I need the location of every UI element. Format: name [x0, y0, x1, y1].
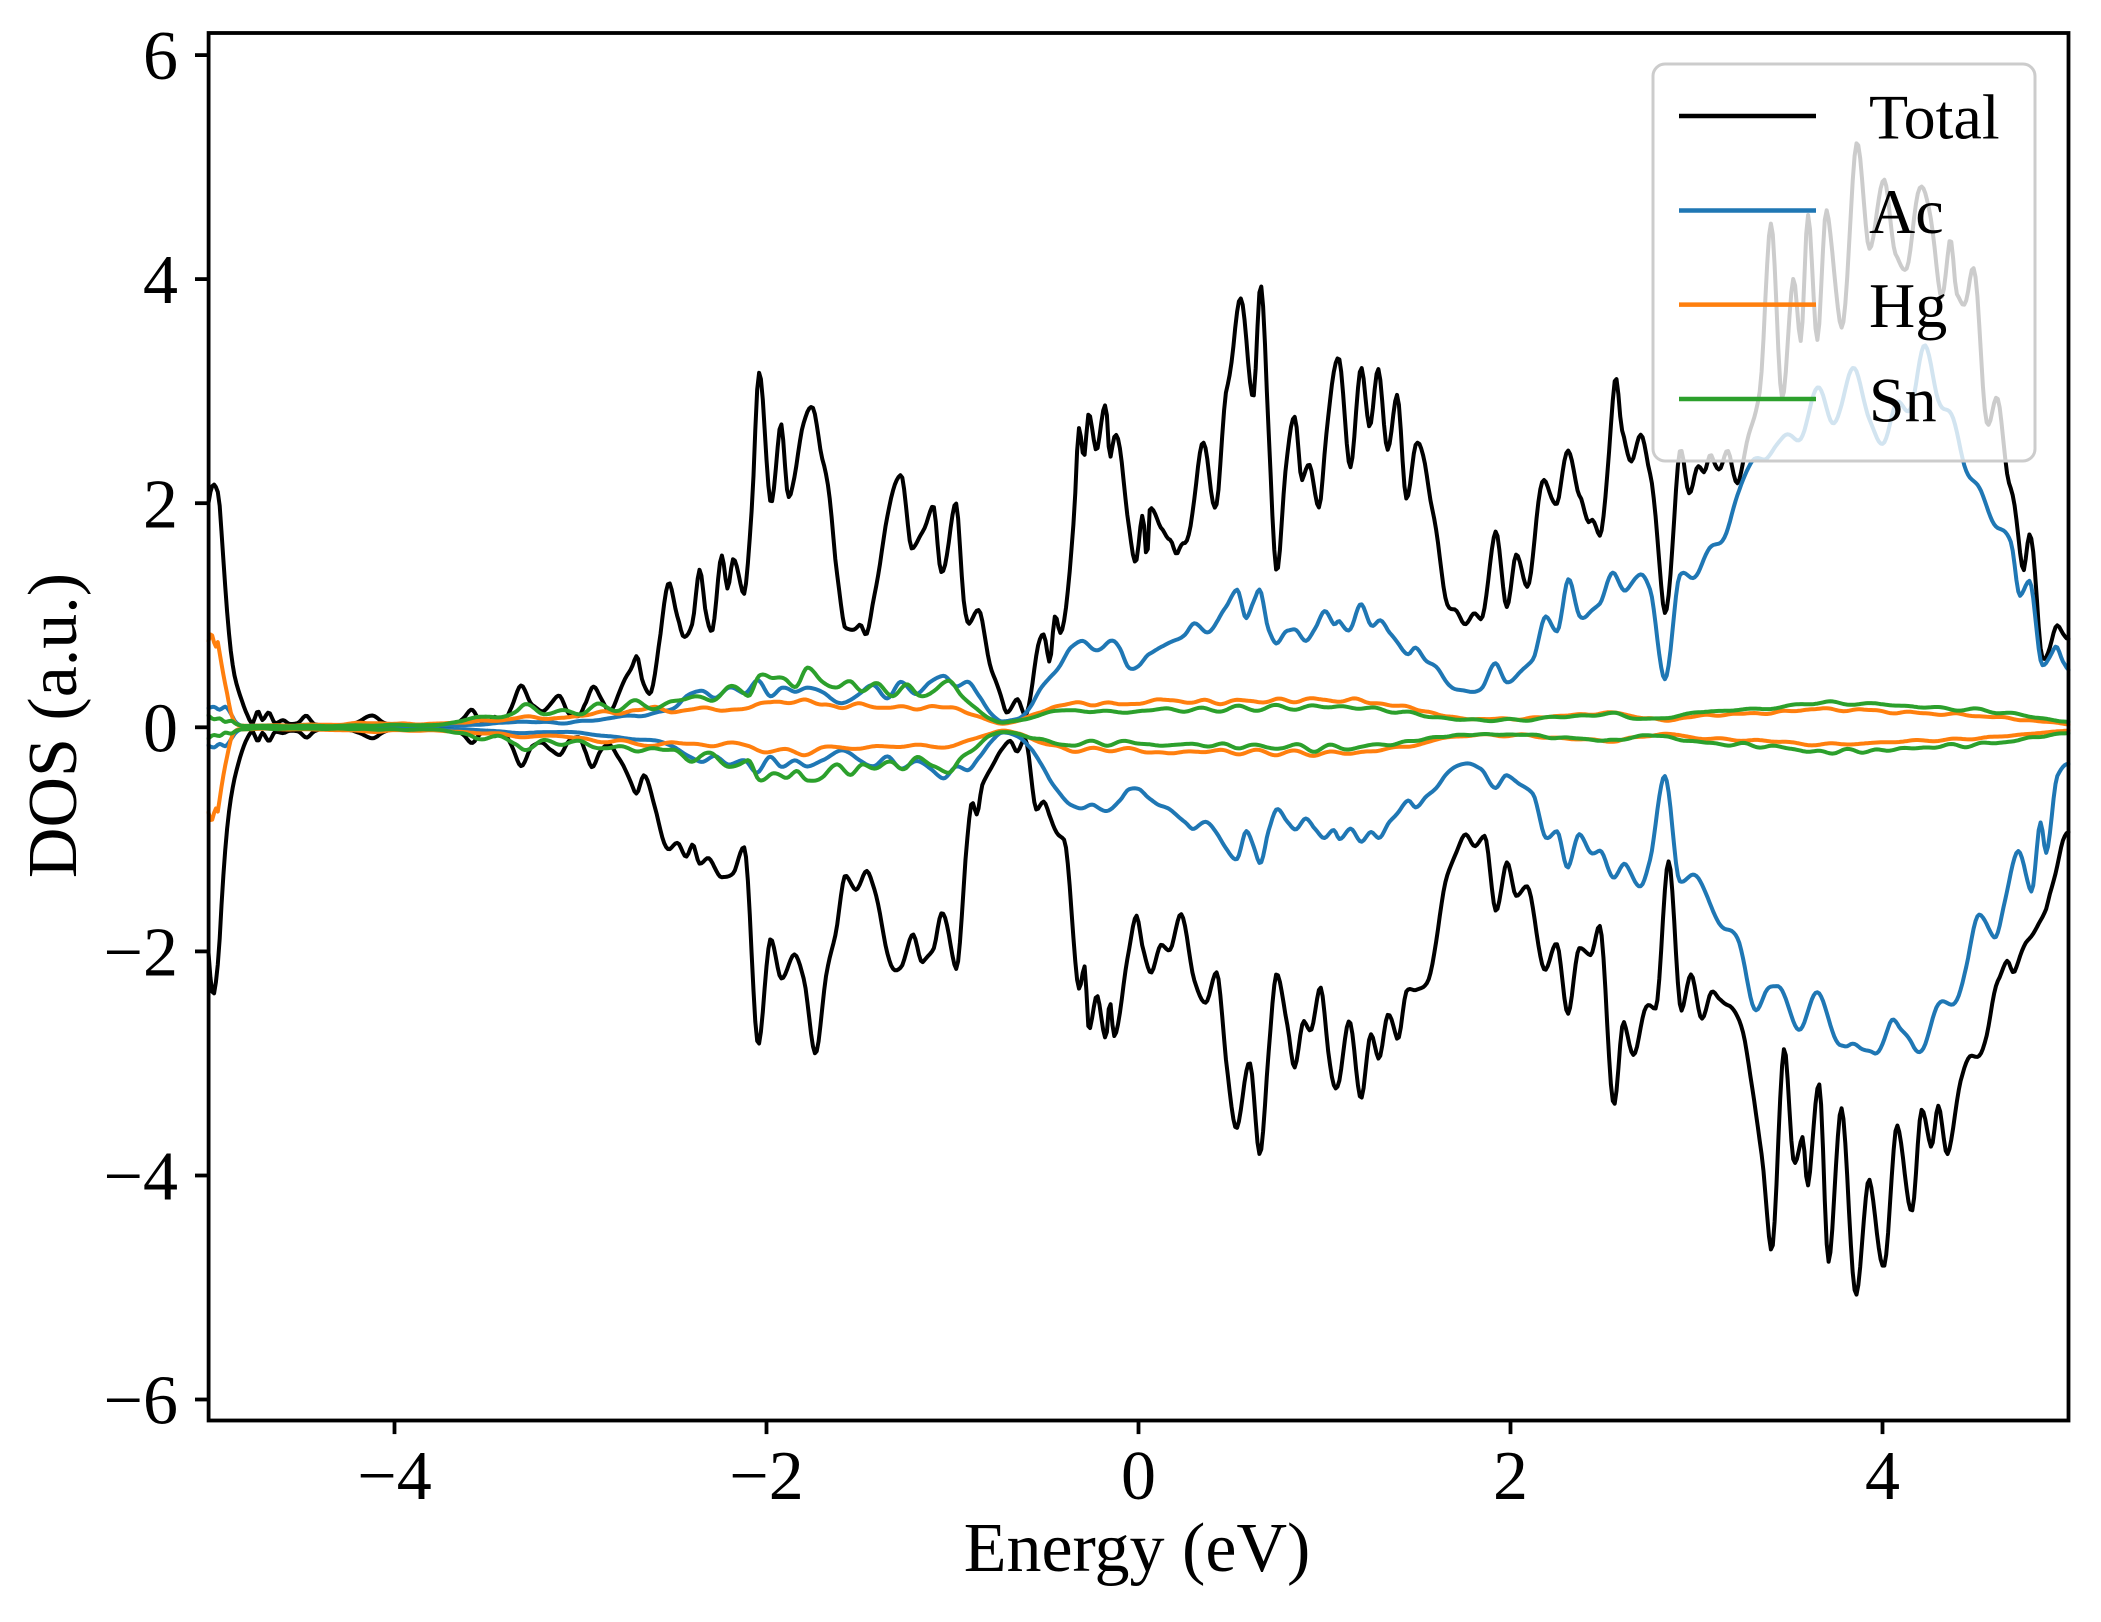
svg-text:4: 4: [1865, 1438, 1900, 1515]
svg-text:−2: −2: [104, 915, 178, 992]
svg-text:DOS (a.u.): DOS (a.u.): [15, 573, 92, 878]
svg-text:Energy (eV): Energy (eV): [964, 1510, 1311, 1587]
svg-text:−4: −4: [357, 1438, 431, 1515]
svg-text:Total: Total: [1869, 82, 2000, 153]
svg-text:2: 2: [143, 466, 178, 543]
svg-text:−2: −2: [729, 1438, 803, 1515]
svg-text:0: 0: [1121, 1438, 1156, 1515]
svg-text:Hg: Hg: [1869, 270, 1947, 341]
svg-text:−6: −6: [104, 1363, 178, 1440]
svg-text:6: 6: [143, 18, 178, 95]
svg-text:−4: −4: [104, 1139, 178, 1216]
svg-text:2: 2: [1493, 1438, 1528, 1515]
svg-text:Ac: Ac: [1869, 176, 1944, 247]
svg-text:4: 4: [143, 242, 178, 319]
svg-text:0: 0: [143, 690, 178, 767]
svg-text:Sn: Sn: [1869, 365, 1937, 436]
